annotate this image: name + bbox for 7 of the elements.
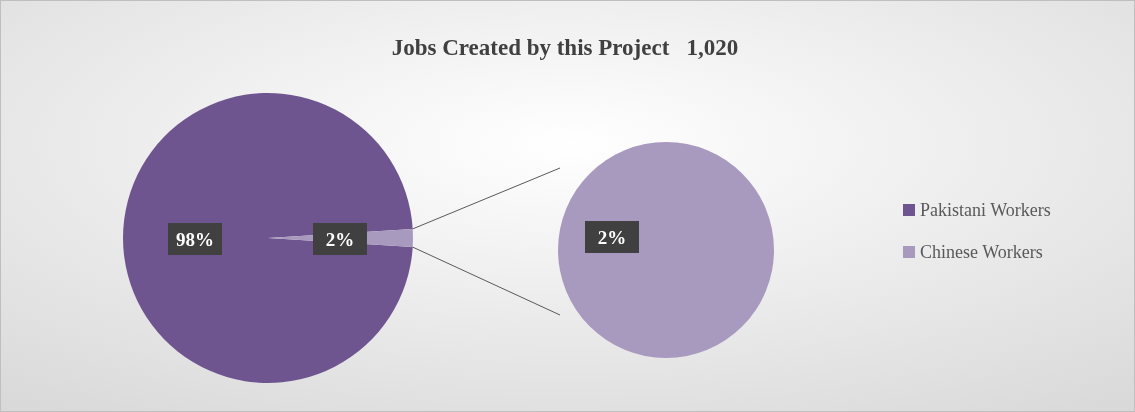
text: 2%	[597, 227, 627, 248]
pie-slice	[123, 93, 413, 383]
legend-label: Chinese Workers	[920, 242, 1043, 262]
legend-label: Pakistani Workers	[920, 200, 1051, 220]
chart-title: Jobs Created by this Project 1,020	[391, 35, 739, 60]
data-label: 98%	[176, 229, 214, 250]
data-label: 2%	[325, 229, 355, 250]
